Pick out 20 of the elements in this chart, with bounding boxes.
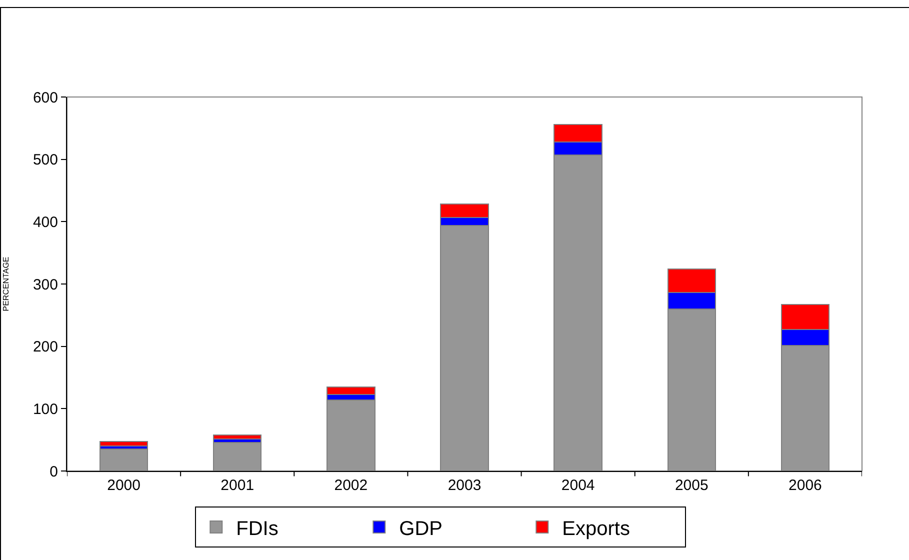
x-tick-label: 2004 (561, 477, 595, 494)
legend-label: GDP (399, 518, 442, 540)
y-tick-label: 100 (32, 400, 58, 418)
y-tick-label: 600 (32, 89, 58, 106)
y-tick-label: 0 (50, 463, 58, 480)
bar (99, 441, 148, 447)
y-tick-label: 500 (32, 152, 58, 169)
y-tick-label: 400 (32, 214, 58, 231)
x-tick-label: 2003 (448, 477, 482, 494)
y-tick-label: 200 (32, 338, 58, 356)
bar (213, 434, 262, 440)
y-tick-label: 300 (32, 276, 58, 294)
legend-label: Exports (562, 518, 630, 540)
legend-label: FDIs (236, 518, 278, 540)
y-axis-title: PERCENTAGE (2, 256, 11, 312)
x-tick-label: 2000 (107, 477, 140, 494)
x-tick-label: 2002 (334, 477, 368, 494)
x-tick-label: 2005 (674, 477, 708, 494)
x-tick-label: 2001 (220, 477, 254, 494)
x-tick-label: 2006 (788, 477, 822, 494)
